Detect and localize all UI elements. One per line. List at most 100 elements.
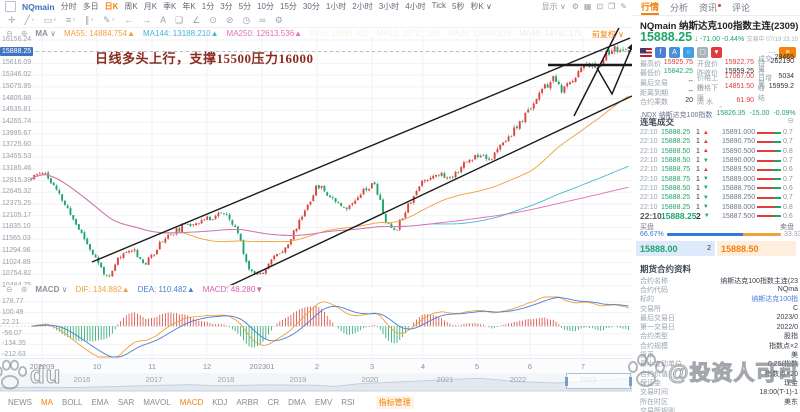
note-badge-icon[interactable]: ▢ — [697, 46, 708, 58]
period-年K[interactable]: 年K — [182, 2, 196, 11]
macd-legend-DIF[interactable]: DIF: 134.882▲ — [75, 285, 130, 294]
collapse-macd-icon[interactable]: ⊖ — [6, 285, 13, 294]
legend-item-MA250[interactable]: MA250: 12613.536▲ — [226, 29, 303, 38]
period-月K[interactable]: 月K — [143, 2, 158, 11]
period-3分[interactable]: 3分 — [220, 2, 233, 11]
ma-group-label[interactable]: MA ∨ — [35, 29, 56, 38]
ladder-row[interactable]: 15890.750 0.7 — [722, 138, 793, 146]
period-1小时[interactable]: 1小时 — [325, 2, 347, 11]
collapse-indicator-icon[interactable]: ⊖ — [6, 29, 13, 38]
period-2小时[interactable]: 2小时 — [352, 2, 373, 11]
indicator-tab-SAR[interactable]: SAR — [117, 397, 135, 407]
favorite-heart-icon[interactable]: ♥ — [711, 46, 722, 58]
fullscreen-icon[interactable]: ⊡ — [596, 2, 604, 11]
macd-legend-DEA[interactable]: DEA: 110.482▲ — [137, 285, 195, 294]
ladder-row[interactable]: 15888.000 0.8 — [722, 203, 793, 211]
indicator-tab-MACD[interactable]: MACD — [179, 397, 204, 407]
text-tool-icon[interactable]: A — [160, 15, 167, 25]
adjust-mode-dropdown[interactable]: 前复权 ∨ — [591, 30, 624, 39]
undo-icon[interactable]: ← — [124, 15, 134, 25]
period-秒K[interactable]: 秒K ∨ — [470, 2, 492, 11]
rectangle-icon[interactable]: ▭ ∨ — [43, 15, 57, 25]
settings-icon[interactable]: ⚙ — [571, 2, 579, 11]
analysis-badge-icon[interactable]: A — [669, 46, 680, 58]
bid-box[interactable]: 15888.00 2 — [636, 241, 715, 256]
indicator-tab-MA[interactable]: MA — [41, 397, 53, 407]
display-menu[interactable]: 显示 ∨ — [541, 2, 566, 11]
period-季K[interactable]: 季K — [163, 2, 177, 11]
clock-badge-icon[interactable]: ○ — [683, 46, 694, 58]
ladder-row[interactable]: 15890.000 0.7 — [722, 157, 793, 165]
legend-item-MA55[interactable]: MA55: 14884.754▲ — [63, 29, 136, 38]
ladder-row[interactable]: 15888.250 0.7 — [722, 194, 793, 202]
comment-icon[interactable]: ❏ — [175, 15, 184, 25]
layout-grid-icon[interactable]: ▦ — [583, 2, 592, 11]
period-10分[interactable]: 10分 — [257, 2, 275, 11]
collapse-ticks-icon[interactable]: ⊖ — [787, 116, 794, 125]
underlying-index-row[interactable]: .NDX 纳斯达克100指数 15826.35 -15.00 -0.09% — [640, 110, 796, 119]
cursor-cross-icon[interactable]: ✛ — [8, 15, 16, 25]
period-1分[interactable]: 1分 — [201, 2, 215, 11]
ban-icon[interactable]: ⊘ — [225, 15, 234, 25]
period-15分[interactable]: 15分 — [280, 2, 297, 11]
clock-icon[interactable]: ◷ — [242, 15, 251, 25]
expand-indicator-icon[interactable]: ⊕ — [20, 29, 28, 38]
link-icon[interactable]: ∞ — [259, 15, 266, 25]
period-日K[interactable]: 日K — [104, 2, 119, 11]
period-4小时[interactable]: 4小时 — [405, 2, 426, 11]
indicator-manage-button[interactable]: 指标管理 — [375, 395, 414, 409]
angle-icon[interactable]: ∠ — [192, 15, 201, 25]
indicator-tab-EMA[interactable]: EMA — [91, 397, 109, 407]
trendline-icon[interactable]: ╱ ∨ — [24, 15, 35, 25]
macd-chart-canvas[interactable] — [0, 296, 632, 358]
indicator-tab-KDJ[interactable]: KDJ — [212, 397, 228, 407]
ladder-row[interactable]: 15889.500 0.6 — [722, 166, 793, 174]
indicator-tab-NEWS[interactable]: NEWS — [8, 397, 32, 407]
period-3小时[interactable]: 3小时 — [378, 2, 400, 11]
indicator-tab-DMA[interactable]: DMA — [288, 397, 306, 407]
ladder-row[interactable]: 15889.000 0.7 — [722, 175, 793, 183]
futures-badge-icon[interactable]: f — [655, 46, 666, 58]
indicator-tab-MAVOL[interactable]: MAVOL — [143, 397, 171, 407]
ladder-row[interactable]: 15890.500 0.8 — [722, 147, 793, 155]
legend-item-MA144[interactable]: MA144: 13188.210▲ — [143, 29, 219, 38]
more-actions-icon[interactable]: ⋯ — [768, 47, 776, 57]
panel-tab-资讯[interactable]: 资讯 — [699, 0, 722, 15]
navigator-selection-window[interactable] — [565, 373, 632, 389]
period-周K[interactable]: 周K — [124, 2, 138, 11]
period-Tick[interactable]: Tick — [431, 1, 447, 10]
magnet-icon[interactable]: ⊙ — [209, 15, 217, 25]
panel-tab-评论[interactable]: 评论 — [732, 3, 751, 13]
period-5分[interactable]: 5分 — [238, 2, 252, 11]
period-分时[interactable]: 分时 — [60, 2, 77, 11]
ladder-row[interactable]: 15891.000 0.7 — [722, 129, 793, 137]
indicator-tab-ARBR[interactable]: ARBR — [236, 397, 259, 407]
indicator-tab-RSI[interactable]: RSI — [341, 397, 355, 407]
redo-icon[interactable]: → — [142, 15, 152, 25]
settings-icon[interactable]: ⚙ — [274, 15, 283, 25]
fibonacci-icon[interactable]: ≡ ∨ — [65, 15, 76, 25]
expand-macd-icon[interactable]: ⊕ — [20, 285, 28, 294]
panel-tab-分析[interactable]: 分析 — [670, 3, 689, 13]
candlestick-chart-canvas[interactable] — [0, 36, 632, 288]
period-多日[interactable]: 多日 — [82, 2, 99, 11]
indicator-tab-EMV[interactable]: EMV — [314, 397, 333, 407]
chart-type-icon[interactable] — [5, 1, 16, 12]
macd-legend-MACD[interactable]: MACD: 48.280▼ — [202, 285, 264, 294]
indicator-tab-BOLL[interactable]: BOLL — [62, 397, 83, 407]
period-30分[interactable]: 30分 — [302, 2, 320, 11]
parallel-channel-icon[interactable]: ∥ ∨ — [84, 15, 94, 25]
promo-badge-icon[interactable]: ≡ — [779, 46, 796, 58]
indicator-tab-CR[interactable]: CR — [267, 397, 280, 407]
period-5秒[interactable]: 5秒 — [452, 2, 465, 11]
macd-group-label[interactable]: MACD ∨ — [35, 285, 68, 294]
ask-box[interactable]: 15888.50 — [717, 241, 796, 256]
ladder-row[interactable]: 15888.750 0.6 — [722, 184, 793, 192]
edit-icon[interactable]: ✎ — [620, 2, 627, 11]
ladder-row[interactable]: 15887.500 0.6 — [722, 212, 793, 220]
brush-icon[interactable]: ✎ ∨ — [102, 15, 116, 25]
windows-icon[interactable]: ❐ — [608, 2, 616, 11]
collapse-stats-icon[interactable]: ⌃ — [718, 106, 724, 113]
timeline-navigator[interactable]: 20162017201820192020202120222023 — [0, 373, 632, 391]
panel-tab-行情[interactable]: 行情 — [641, 0, 660, 15]
